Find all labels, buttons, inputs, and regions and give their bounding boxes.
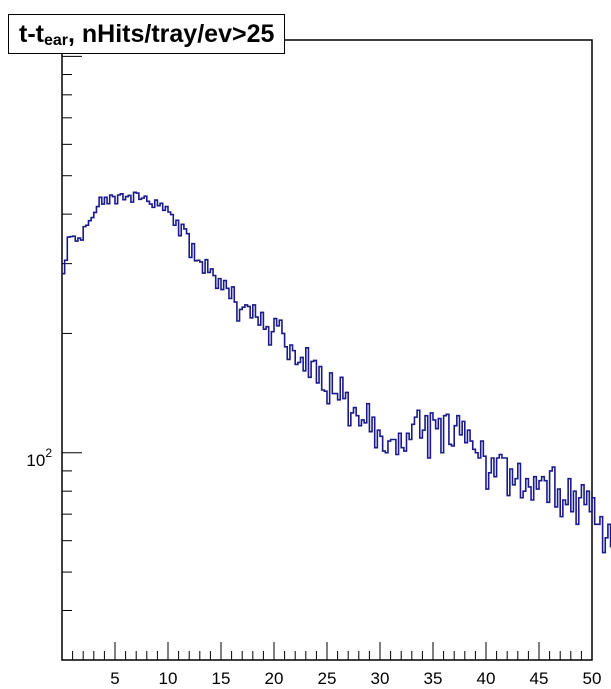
plot-title-subscript: ear	[43, 32, 69, 49]
x-tick-label: 20	[265, 669, 284, 688]
x-tick-label: 35	[424, 669, 443, 688]
x-tick-label: 5	[110, 669, 119, 688]
y-tick-label-exponent: 2	[45, 446, 52, 460]
x-tick-label: 50	[583, 669, 602, 688]
x-tick-label: 30	[371, 669, 390, 688]
y-tick-label: 102	[26, 446, 52, 470]
y-tick-label-base: 10	[26, 451, 45, 470]
plot-title-main: t-t	[19, 19, 44, 48]
plot-frame	[61, 39, 593, 661]
plot-title: t-t ear, nHits/tray/ev>25	[8, 14, 286, 54]
histogram-series-line	[62, 191, 611, 554]
x-axis-ticks	[72, 642, 593, 660]
x-tick-label: 40	[477, 669, 496, 688]
y-axis-ticks	[62, 55, 82, 661]
x-tick-label: 15	[212, 669, 231, 688]
x-axis-tick-labels: 5 10 15 20 25 30 35 40 45 50	[110, 669, 601, 688]
y-axis-tick-labels: 102	[26, 446, 52, 470]
x-tick-label: 10	[159, 669, 178, 688]
x-tick-label: 45	[530, 669, 549, 688]
plot-title-rest: , nHits/tray/ev>25	[68, 19, 275, 48]
x-tick-label: 25	[318, 669, 337, 688]
